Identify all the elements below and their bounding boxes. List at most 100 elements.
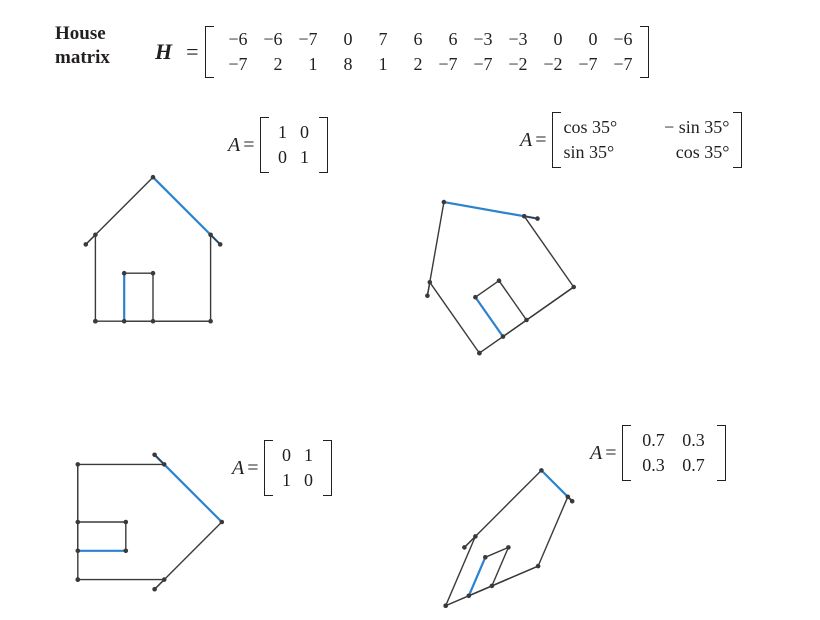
house-vertex bbox=[150, 174, 156, 180]
h-r1c12: −6 bbox=[613, 29, 633, 49]
house-edge bbox=[474, 280, 500, 298]
house-vertex bbox=[161, 577, 167, 582]
house-identity bbox=[83, 174, 223, 324]
house-vertex bbox=[441, 199, 447, 205]
house-edge bbox=[445, 536, 477, 606]
right-bracket bbox=[639, 26, 649, 78]
a-r2c2: 0.7 bbox=[682, 455, 705, 475]
house-edge bbox=[537, 496, 569, 567]
house-vertex bbox=[152, 586, 157, 592]
h-r1c9: −3 bbox=[508, 29, 528, 49]
h-r1c5: 7 bbox=[378, 29, 388, 49]
house-vertex bbox=[466, 593, 472, 599]
h-r1c10: 0 bbox=[553, 29, 563, 49]
h-r2c5: 1 bbox=[378, 54, 388, 74]
a-equals: = bbox=[535, 128, 547, 151]
house-vertex bbox=[75, 577, 81, 582]
a-entries: 1 0 0 1 bbox=[269, 120, 319, 170]
panel-rotation-matrix: A = cos 35° − sin 35° sin 35° cos 35° bbox=[520, 112, 742, 168]
a-left-bracket bbox=[551, 112, 561, 168]
h-r1c8: −3 bbox=[473, 29, 493, 49]
house-label-line1: House bbox=[55, 23, 106, 44]
house-vertex bbox=[571, 284, 576, 290]
house-vertex bbox=[565, 494, 571, 500]
house-vertex bbox=[539, 468, 544, 473]
highlighted-edge bbox=[443, 201, 538, 220]
house-vertex bbox=[506, 545, 511, 550]
h-r2c4: 8 bbox=[343, 54, 353, 74]
a-left-bracket bbox=[621, 425, 631, 481]
panel-reflection-matrix: A = 0 1 1 0 bbox=[232, 440, 332, 496]
h-r2c12: −7 bbox=[613, 54, 633, 74]
house-vertex bbox=[535, 216, 540, 221]
a-equals: = bbox=[247, 456, 259, 479]
a-left-bracket bbox=[259, 117, 269, 173]
house-vertex bbox=[123, 519, 129, 525]
a-r2c1: 0 bbox=[278, 147, 287, 167]
house-vertex bbox=[83, 242, 89, 247]
house-vertex bbox=[150, 318, 156, 324]
a-right-bracket bbox=[716, 425, 726, 481]
a-r1c2: 0 bbox=[300, 122, 309, 142]
house-shear bbox=[443, 468, 575, 608]
h-r2c2: 2 bbox=[273, 54, 283, 74]
h-r2c9: −2 bbox=[508, 54, 528, 74]
house-vertex bbox=[150, 270, 156, 276]
a-right-bracket bbox=[318, 117, 328, 173]
a-r1c2: 1 bbox=[304, 445, 313, 465]
house-vertex bbox=[524, 317, 529, 323]
house-matrix-definition: H = −6 −6 −7 0 7 6 6 −3 −3 0 0 −6 −7 2 1… bbox=[155, 26, 649, 78]
house-vertex bbox=[535, 563, 541, 569]
house-vertex bbox=[93, 232, 98, 238]
house-vertex bbox=[121, 318, 127, 324]
house-vertex bbox=[443, 603, 449, 608]
a-right-bracket bbox=[322, 440, 332, 496]
house-vertex bbox=[425, 293, 430, 299]
house-edge bbox=[498, 280, 528, 321]
h-r1c2: −6 bbox=[263, 29, 283, 49]
a-r1c1: 0 bbox=[282, 445, 291, 465]
a-label: A bbox=[590, 441, 603, 464]
h-r2c3: 1 bbox=[308, 54, 318, 74]
h-r2c1: −7 bbox=[228, 54, 248, 74]
a-r2c2: 0 bbox=[304, 470, 313, 490]
h-r2c11: −7 bbox=[578, 54, 598, 74]
a-entries: cos 35° − sin 35° sin 35° cos 35° bbox=[561, 115, 733, 165]
house-vertex bbox=[219, 519, 225, 525]
house-vertex bbox=[462, 545, 467, 550]
house-vertex bbox=[569, 498, 575, 504]
a-right-bracket bbox=[732, 112, 742, 168]
house-vertex bbox=[75, 462, 81, 467]
a-r1c1: 0.7 bbox=[642, 430, 665, 450]
a-entries: 0.7 0.3 0.3 0.7 bbox=[631, 428, 717, 478]
matrix-name: H bbox=[155, 39, 173, 64]
house-vertex bbox=[496, 278, 502, 284]
house-edge bbox=[429, 281, 480, 354]
panel-identity-matrix: A = 1 0 0 1 bbox=[228, 117, 328, 173]
house-vertex bbox=[121, 270, 127, 276]
a-r2c1: 0.3 bbox=[642, 455, 665, 475]
h-r1c6: 6 bbox=[413, 29, 423, 49]
h-r2c10: −2 bbox=[543, 54, 563, 74]
house-edge bbox=[491, 547, 510, 587]
house-edge bbox=[463, 469, 542, 548]
h-r1c7: 6 bbox=[448, 29, 458, 49]
a-r2c2: 1 bbox=[300, 147, 309, 167]
a-r1c2: − sin 35° bbox=[664, 117, 730, 137]
a-r2c2: cos 35° bbox=[675, 142, 730, 162]
h-r2c8: −7 bbox=[473, 54, 493, 74]
house-matrix-entries: −6 −6 −7 0 7 6 6 −3 −3 0 0 −6 −7 2 1 8 1… bbox=[214, 27, 640, 77]
panel-shear-matrix: A = 0.7 0.3 0.3 0.7 bbox=[590, 425, 726, 481]
house-vertex bbox=[208, 232, 213, 238]
highlighted-edge bbox=[467, 556, 487, 597]
h-r2c6: 2 bbox=[413, 54, 423, 74]
house-vertex bbox=[477, 350, 482, 356]
house-vertex bbox=[152, 452, 157, 458]
a-label: A bbox=[232, 456, 245, 479]
a-equals: = bbox=[605, 441, 617, 464]
house-label-line2: matrix bbox=[55, 47, 110, 68]
a-label: A bbox=[228, 133, 241, 156]
house-vertex bbox=[208, 318, 213, 324]
house-reflection bbox=[75, 452, 225, 592]
house-vertex bbox=[483, 555, 488, 560]
